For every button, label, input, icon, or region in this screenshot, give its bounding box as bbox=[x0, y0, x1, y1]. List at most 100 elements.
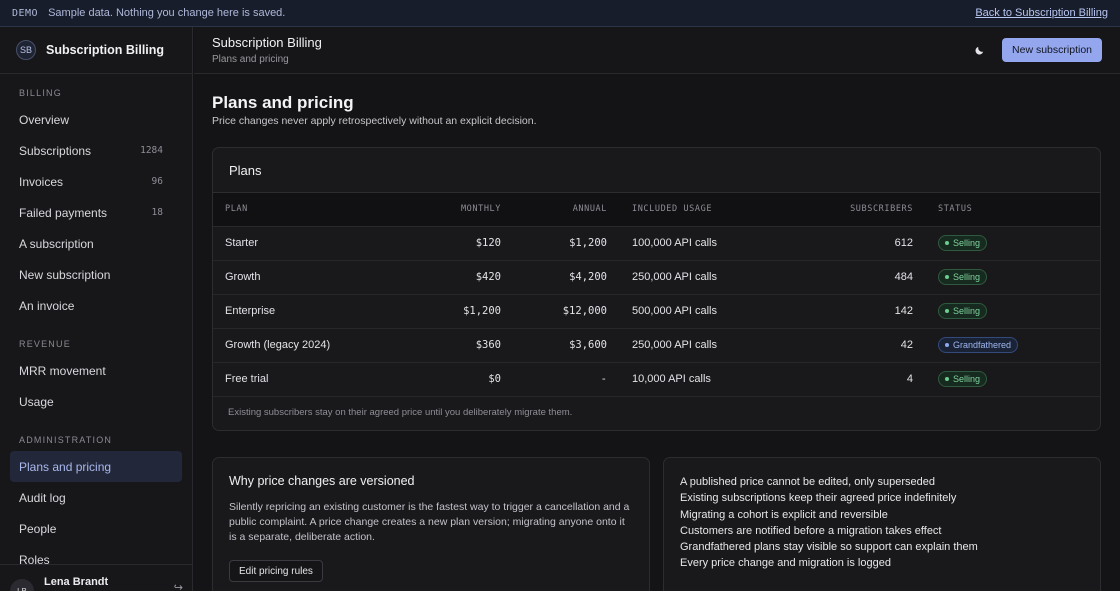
sidebar-item-label: People bbox=[19, 521, 57, 536]
sidebar-item-label: Invoices bbox=[19, 174, 64, 189]
status-dot-icon bbox=[945, 377, 949, 381]
plan-annual: $3,600 bbox=[501, 328, 607, 363]
plan-monthly: $420 bbox=[398, 260, 501, 295]
demo-tag: DEMO bbox=[12, 7, 39, 19]
page-title: Plans and pricing bbox=[212, 93, 354, 112]
edit-pricing-rules-button[interactable]: Edit pricing rules bbox=[229, 560, 323, 582]
pricing-rule: A published price cannot be edited, only… bbox=[680, 476, 936, 488]
sidebar-item-failed-payments[interactable]: Failed payments 18 bbox=[0, 197, 182, 228]
nav-section-revenue: REVENUE bbox=[19, 339, 71, 349]
sidebar-item-label: Overview bbox=[19, 112, 70, 127]
sidebar-item-mrr-movement[interactable]: MRR movement bbox=[0, 355, 182, 386]
sidebar-item-people[interactable]: People bbox=[0, 513, 182, 544]
table-header-row: PLAN MONTHLY ANNUAL INCLUDED USAGE SUBSC… bbox=[213, 193, 1100, 227]
sidebar-item-an-invoice[interactable]: An invoice bbox=[0, 290, 182, 321]
moon-icon[interactable] bbox=[972, 43, 986, 57]
sidebar-item-label: Subscriptions bbox=[19, 143, 92, 158]
nav-section-administration: ADMINISTRATION bbox=[19, 435, 113, 445]
sign-out-icon[interactable]: ↪ bbox=[173, 582, 183, 591]
topbar: Subscription Billing Plans and pricing N… bbox=[194, 27, 1120, 74]
status-dot-icon bbox=[945, 275, 949, 279]
plan-name: Growth bbox=[213, 260, 398, 295]
sidebar-item-label: An invoice bbox=[19, 298, 75, 313]
plan-subscribers: 484 bbox=[806, 260, 913, 295]
sidebar-item-roles[interactable]: Roles bbox=[0, 544, 182, 575]
status-badge: Selling bbox=[938, 235, 988, 251]
table-row[interactable]: Free trial $0 - 10,000 API calls 4 Selli… bbox=[213, 362, 1100, 397]
sidebar-item-label: Failed payments bbox=[19, 205, 108, 220]
plan-subscribers: 142 bbox=[806, 294, 913, 329]
sidebar-item-audit-log[interactable]: Audit log bbox=[0, 482, 182, 513]
plans-card-title: Plans bbox=[213, 148, 1100, 193]
table-row[interactable]: Starter $120 $1,200 100,000 API calls 61… bbox=[213, 226, 1100, 261]
new-subscription-button[interactable]: New subscription bbox=[1002, 38, 1102, 62]
plan-monthly: $120 bbox=[398, 226, 501, 261]
avatar: LB bbox=[10, 579, 34, 591]
status-label: Selling bbox=[953, 272, 981, 282]
plan-name: Growth (legacy 2024) bbox=[213, 328, 398, 363]
sidebar: SB Subscription Billing BILLING Overview… bbox=[0, 27, 193, 591]
sidebar-item-plans-and-pricing[interactable]: Plans and pricing bbox=[10, 451, 182, 482]
status-label: Grandfathered bbox=[953, 340, 1012, 350]
sidebar-item-count: 18 bbox=[151, 207, 163, 218]
status-badge: Selling bbox=[938, 269, 988, 285]
back-link[interactable]: Back to Subscription Billing bbox=[975, 7, 1108, 19]
pricing-rule: Customers are notified before a migratio… bbox=[680, 524, 942, 537]
sidebar-item-count: 96 bbox=[151, 176, 163, 187]
status-dot-icon bbox=[945, 343, 949, 347]
sidebar-item-a-subscription[interactable]: A subscription bbox=[0, 228, 182, 259]
column-header-subscribers: SUBSCRIBERS bbox=[806, 193, 913, 227]
column-header-status: STATUS bbox=[913, 193, 1100, 227]
topbar-title: Subscription Billing bbox=[212, 35, 322, 50]
sidebar-item-overview[interactable]: Overview bbox=[0, 104, 182, 135]
plan-usage: 500,000 API calls bbox=[607, 294, 806, 329]
sidebar-item-usage[interactable]: Usage bbox=[0, 386, 182, 417]
plan-annual: $4,200 bbox=[501, 260, 607, 295]
plans-card: Plans PLAN MONTHLY ANNUAL INCLUDED USAGE… bbox=[212, 147, 1101, 431]
status-dot-icon bbox=[945, 309, 949, 313]
sidebar-item-subscriptions[interactable]: Subscriptions 1284 bbox=[0, 135, 182, 166]
sidebar-item-count: 1284 bbox=[140, 145, 163, 156]
plan-usage: 10,000 API calls bbox=[607, 362, 806, 397]
pricing-rule: Existing subscriptions keep their agreed… bbox=[680, 492, 957, 505]
sidebar-item-label: Usage bbox=[19, 394, 54, 409]
sidebar-item-label: A subscription bbox=[19, 236, 94, 251]
sidebar-item-label: New subscription bbox=[19, 267, 111, 282]
page-subtitle: Price changes never apply retrospectivel… bbox=[212, 115, 537, 127]
plan-usage: 250,000 API calls bbox=[607, 328, 806, 363]
status-label: Selling bbox=[953, 374, 981, 384]
brand-name: Subscription Billing bbox=[46, 43, 165, 57]
table-row[interactable]: Growth (legacy 2024) $360 $3,600 250,000… bbox=[213, 328, 1100, 363]
why-versioned-card: Why price changes are versioned Silently… bbox=[212, 457, 650, 591]
user-panel: LB Lena Brandt ↪ bbox=[0, 564, 192, 591]
status-dot-icon bbox=[945, 241, 949, 245]
main-content: Plans and pricing Price changes never ap… bbox=[194, 74, 1120, 591]
plans-table: PLAN MONTHLY ANNUAL INCLUDED USAGE SUBSC… bbox=[213, 193, 1100, 397]
status-label: Selling bbox=[953, 306, 981, 316]
breadcrumb: Plans and pricing bbox=[212, 54, 289, 65]
sidebar-item-invoices[interactable]: Invoices 96 bbox=[0, 166, 182, 197]
sidebar-item-new-subscription[interactable]: New subscription bbox=[0, 259, 182, 290]
column-header-annual: ANNUAL bbox=[501, 193, 607, 227]
plan-monthly: $360 bbox=[398, 328, 501, 363]
plan-annual: $1,200 bbox=[501, 226, 607, 261]
table-row[interactable]: Enterprise $1,200 $12,000 500,000 API ca… bbox=[213, 294, 1100, 329]
plan-name: Free trial bbox=[213, 362, 398, 397]
status-badge: Grandfathered bbox=[938, 337, 1019, 353]
pricing-rules-card: A published price cannot be edited, only… bbox=[663, 457, 1101, 591]
column-header-monthly: MONTHLY bbox=[398, 193, 501, 227]
plan-annual: $12,000 bbox=[501, 294, 607, 329]
plan-name: Enterprise bbox=[213, 294, 398, 329]
table-row[interactable]: Growth $420 $4,200 250,000 API calls 484… bbox=[213, 260, 1100, 295]
plan-usage: 100,000 API calls bbox=[607, 226, 806, 261]
demo-text: Sample data. Nothing you change here is … bbox=[48, 7, 286, 19]
user-name: Lena Brandt bbox=[44, 576, 109, 588]
status-badge: Selling bbox=[938, 371, 988, 387]
plan-annual: - bbox=[501, 362, 607, 397]
plan-subscribers: 42 bbox=[806, 328, 913, 363]
plan-monthly: $0 bbox=[398, 362, 501, 397]
plan-usage: 250,000 API calls bbox=[607, 260, 806, 295]
sidebar-item-label: MRR movement bbox=[19, 363, 106, 378]
why-versioned-title: Why price changes are versioned bbox=[229, 474, 415, 488]
column-header-included-usage: INCLUDED USAGE bbox=[607, 193, 806, 227]
